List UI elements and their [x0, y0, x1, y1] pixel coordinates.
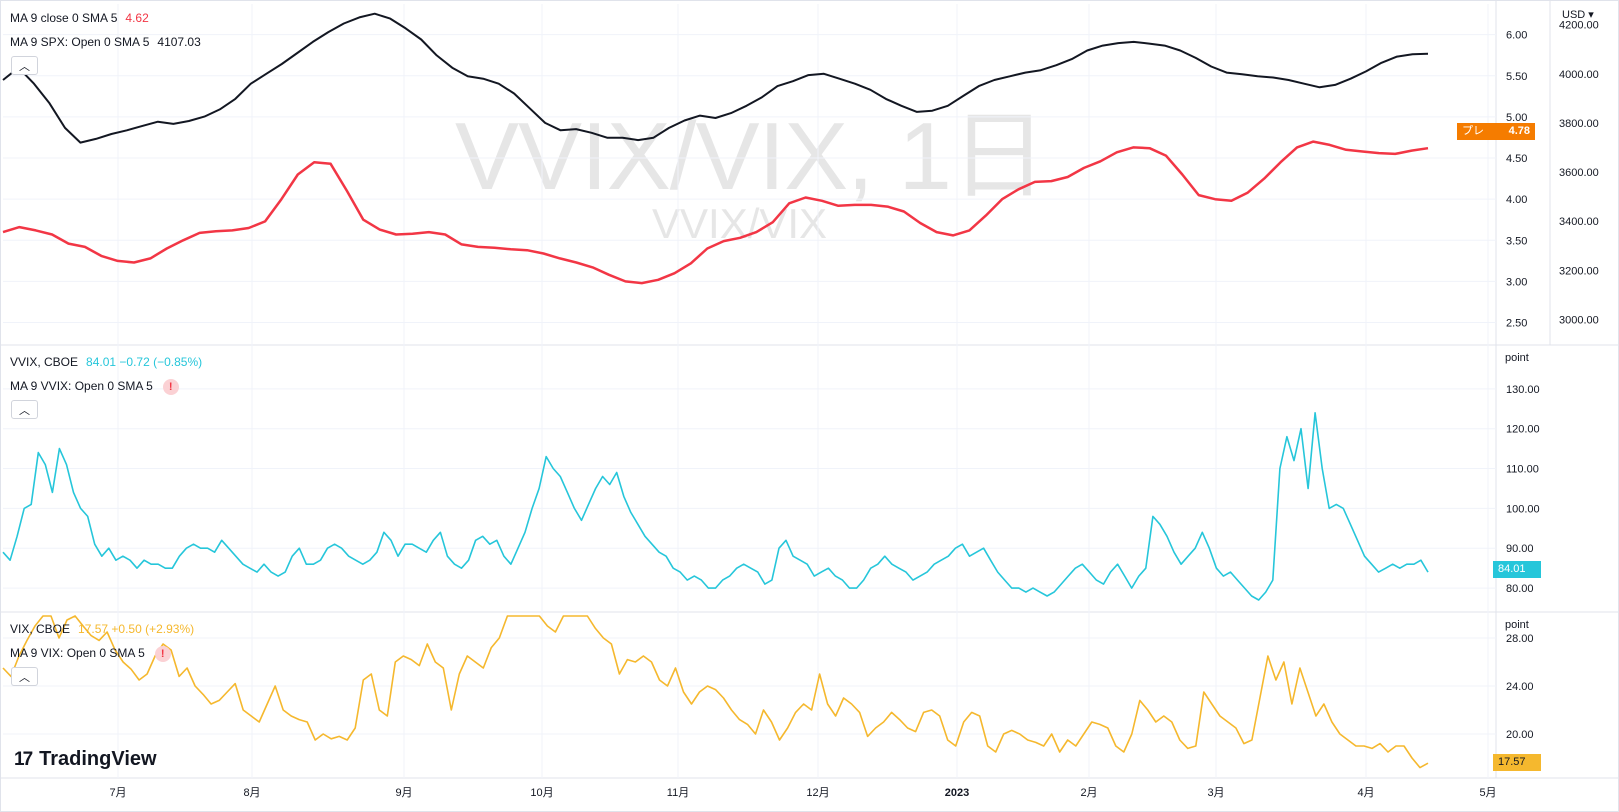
- y-tick-label: 3000.00: [1559, 314, 1599, 326]
- warning-icon[interactable]: !: [162, 379, 179, 395]
- x-tick-label: 8月: [243, 787, 260, 799]
- warning-icon[interactable]: !: [154, 646, 171, 662]
- symbol-watermark: VVIX/VIX, 1日: [455, 103, 1047, 210]
- vvix-price-tag: 84.01: [1493, 561, 1541, 578]
- x-tick-label: 7月: [109, 787, 126, 799]
- y-tick-label: 3.50: [1506, 235, 1527, 247]
- x-tick-label: 9月: [395, 787, 412, 799]
- x-tick-label: 10月: [530, 787, 553, 799]
- chevron-up-icon: ︿: [19, 404, 30, 417]
- chevron-up-icon: ︿: [19, 671, 30, 684]
- y-tick-label: 4200.00: [1559, 20, 1599, 32]
- series-line-ratio-ma: [2, 140, 1429, 285]
- series-line-vvix: [2, 412, 1429, 601]
- vix-unit-label: point: [1505, 619, 1529, 631]
- y-tick-label: 4.50: [1506, 153, 1527, 165]
- tradingview-logo-icon: 17: [14, 748, 33, 770]
- collapse-legend-button[interactable]: ︿: [11, 400, 38, 419]
- legend-vix[interactable]: VIX, CBOE 17.57 +0.50 (+2.93%): [10, 622, 194, 636]
- legend-label: MA 9 VIX: Open 0 SMA 5: [10, 646, 145, 661]
- tag-prefix: プレ: [1462, 125, 1484, 137]
- y-tick-label: 6.00: [1506, 30, 1527, 42]
- ratio-price-tag: プレ 4.78: [1457, 123, 1535, 140]
- y-tick-label: 120.00: [1506, 424, 1540, 436]
- x-tick-label: 5月: [1479, 787, 1496, 799]
- legend-value: 4.62: [125, 11, 149, 25]
- legend-ratio-ma[interactable]: MA 9 close 0 SMA 5 4.62: [10, 11, 149, 25]
- x-tick-label: 11月: [667, 787, 689, 799]
- x-tick-label: 4月: [1357, 787, 1374, 799]
- y-tick-label: 28.00: [1506, 633, 1534, 645]
- legend-value: 4107.03: [157, 35, 201, 49]
- x-tick-label: 2月: [1080, 787, 1097, 799]
- legend-value: 17.57 +0.50 (+2.93%): [78, 622, 195, 636]
- y-tick-label: 24.00: [1506, 681, 1534, 693]
- legend-vix-ma[interactable]: MA 9 VIX: Open 0 SMA 5!: [10, 646, 171, 662]
- y-tick-label: 5.00: [1506, 112, 1527, 124]
- legend-label: MA 9 SPX: Open 0 SMA 5: [10, 35, 150, 49]
- x-tick-label: 2023: [945, 787, 969, 799]
- legend-vvix-ma[interactable]: MA 9 VVIX: Open 0 SMA 5!: [10, 379, 179, 395]
- tag-value: 4.78: [1508, 125, 1530, 137]
- y-tick-label: 130.00: [1506, 384, 1540, 396]
- legend-label: MA 9 VVIX: Open 0 SMA 5: [10, 379, 153, 394]
- currency-selector[interactable]: USD ▾: [1562, 9, 1594, 21]
- legend-value: 84.01 −0.72 (−0.85%): [86, 355, 203, 369]
- collapse-legend-button[interactable]: ︿: [11, 667, 38, 686]
- y-tick-label: 90.00: [1506, 543, 1534, 555]
- x-tick-label: 3月: [1207, 787, 1224, 799]
- y-tick-label: 3800.00: [1559, 118, 1599, 130]
- y-tick-label: 2.50: [1506, 318, 1527, 330]
- legend-label: VVIX, CBOE: [10, 355, 79, 369]
- y-tick-label: 3.00: [1506, 276, 1527, 288]
- y-tick-label: 110.00: [1506, 464, 1539, 476]
- y-tick-label: 100.00: [1506, 503, 1540, 515]
- legend-vvix[interactable]: VVIX, CBOE 84.01 −0.72 (−0.85%): [10, 355, 202, 369]
- y-tick-label: 4.00: [1506, 194, 1527, 206]
- y-tick-label: 5.50: [1506, 71, 1527, 83]
- y-tick-label: 3400.00: [1559, 216, 1599, 228]
- y-tick-label: 4000.00: [1559, 69, 1599, 81]
- collapse-legend-button[interactable]: ︿: [11, 56, 38, 75]
- y-tick-label: 20.00: [1506, 729, 1534, 741]
- legend-spx-ma[interactable]: MA 9 SPX: Open 0 SMA 5 4107.03: [10, 35, 201, 49]
- chevron-up-icon: ︿: [19, 60, 30, 73]
- x-tick-label: 12月: [806, 787, 829, 799]
- tradingview-logo-text: TradingView: [39, 748, 157, 770]
- legend-label: MA 9 close 0 SMA 5: [10, 11, 118, 25]
- vix-price-tag: 17.57: [1493, 754, 1541, 771]
- series-line-vix: [2, 615, 1429, 769]
- y-tick-label: 3200.00: [1559, 265, 1599, 277]
- tradingview-logo[interactable]: 17 TradingView: [14, 748, 157, 771]
- y-tick-label: 3600.00: [1559, 167, 1599, 179]
- legend-label: VIX, CBOE: [10, 622, 71, 636]
- vvix-unit-label: point: [1505, 352, 1529, 364]
- series-line-spx-ma: [2, 12, 1429, 144]
- y-tick-label: 80.00: [1506, 583, 1534, 595]
